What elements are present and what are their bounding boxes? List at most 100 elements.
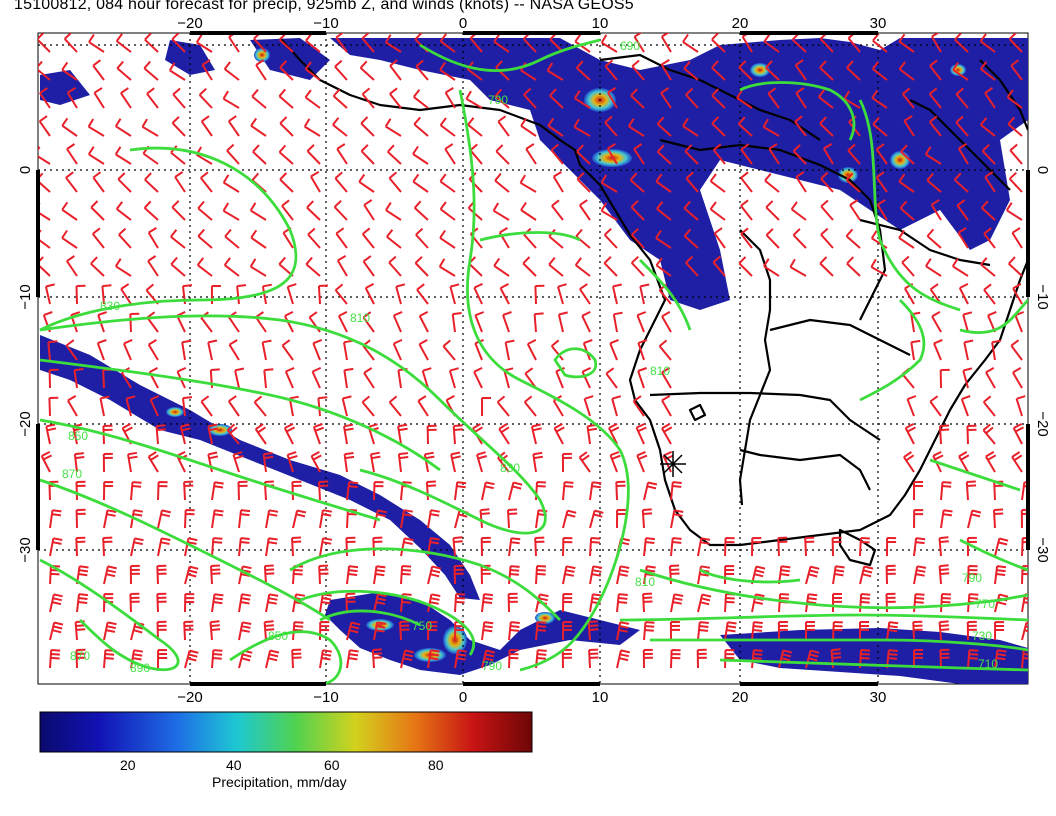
wind-barb: [418, 339, 429, 361]
wind-barb: [820, 227, 834, 249]
wind-barb: [65, 171, 78, 193]
wind-barb: [417, 395, 429, 417]
wind-barb: [633, 33, 645, 53]
height-contours: [39, 38, 1028, 684]
wind-barb: [777, 621, 788, 641]
wind-barb: [172, 87, 186, 109]
wind-barb: [103, 621, 117, 641]
wind-barb: [63, 33, 78, 53]
wind-barb: [49, 593, 63, 613]
wind-barb: [631, 59, 645, 81]
graticule: [38, 33, 1028, 684]
wind-barb: [520, 117, 537, 137]
wind-barb: [818, 89, 834, 109]
wind-barb: [265, 593, 279, 613]
lat-ticks-right: 0 −10 −20 −30: [1034, 166, 1051, 563]
wind-barb: [49, 565, 61, 585]
wind-barb: [115, 33, 132, 53]
wind-barb: [819, 116, 834, 137]
wind-barb: [898, 173, 915, 193]
wind-barb: [832, 593, 842, 612]
wind-barb: [361, 87, 375, 109]
wind-barb: [966, 620, 977, 641]
wind-barb: [360, 116, 375, 137]
wind-barb: [535, 565, 547, 585]
wind-barb: [454, 593, 466, 613]
wind-barb: [765, 60, 780, 81]
wind-barb: [778, 649, 793, 669]
wind-barb: [550, 143, 564, 165]
wind-barb: [75, 480, 86, 501]
wind-barb: [252, 144, 267, 165]
wind-barb: [764, 173, 780, 193]
wind-barb: [61, 201, 78, 221]
wind-barb: [562, 565, 576, 585]
wind-barb: [562, 537, 573, 557]
wind-barb: [345, 592, 356, 613]
wind-barb: [886, 649, 898, 669]
wind-barb: [358, 173, 375, 193]
wind-barb: [660, 59, 672, 81]
wind-barb: [253, 395, 267, 417]
wind-barb: [279, 116, 294, 137]
wind-barb: [341, 395, 352, 417]
wind-barb: [550, 339, 564, 361]
wind-barb: [574, 257, 591, 277]
wind-barb: [522, 256, 537, 277]
wind-barb: [682, 33, 699, 53]
wind-barb: [103, 565, 117, 585]
wind-barb: [845, 228, 861, 249]
wind-barb: [254, 423, 267, 445]
wind-barb: [399, 620, 410, 641]
wind-barb: [249, 258, 267, 277]
wind-barb: [454, 649, 467, 669]
wind-barb: [508, 621, 520, 641]
wind-barb: [39, 87, 51, 109]
wind-barb: [967, 649, 979, 669]
wind-barb: [146, 87, 159, 109]
wind-barb: [319, 649, 332, 669]
wind-barb: [127, 451, 138, 473]
wind-barb: [319, 537, 333, 557]
wind-barb: [643, 537, 656, 557]
wind-barb: [141, 118, 159, 137]
wind-barb: [993, 508, 1004, 529]
wind-barb: [956, 199, 969, 221]
wind-barb: [1012, 283, 1023, 305]
wind-barb: [465, 90, 483, 109]
wind-barb: [711, 60, 726, 81]
wind-barb: [155, 424, 166, 445]
wind-barb: [792, 144, 807, 165]
wind-barb: [226, 423, 240, 445]
wind-barb: [925, 258, 942, 277]
wind-barb: [392, 338, 403, 361]
wind-barb: [642, 648, 653, 669]
wind-barb: [697, 537, 711, 557]
wind-barb: [182, 396, 193, 417]
svg-text:0: 0: [17, 166, 34, 174]
wind-barb: [102, 536, 113, 557]
wind-barb: [76, 593, 89, 613]
colorbar-label: Precipitation, mm/day: [212, 774, 347, 790]
wind-barb: [392, 310, 403, 333]
wind-barb: [265, 649, 280, 669]
wind-barb: [291, 648, 302, 669]
wind-barb: [373, 621, 387, 641]
wind-barb: [656, 144, 672, 165]
wind-barb: [66, 255, 78, 277]
wind-barb: [938, 620, 950, 641]
wind-barb: [238, 509, 251, 529]
wind-barb: [238, 565, 252, 585]
wind-barb: [843, 90, 861, 109]
wind-barb: [66, 143, 78, 165]
wind-barb: [363, 367, 375, 389]
wind-barb: [583, 395, 594, 417]
wind-barb: [963, 339, 974, 361]
wind-barb: [955, 115, 969, 137]
wind-barb: [587, 620, 599, 641]
wind-barb: [101, 284, 112, 305]
wind-barb: [61, 229, 78, 249]
wind-barb: [669, 564, 680, 585]
wind-barb: [960, 395, 971, 417]
wind-barb: [87, 118, 105, 137]
